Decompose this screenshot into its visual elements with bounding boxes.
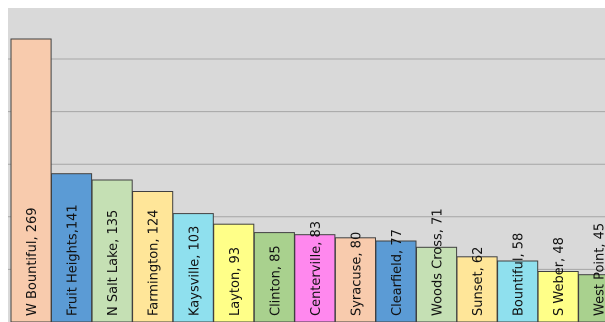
data-label: W Bountiful, 269 <box>25 207 40 316</box>
data-label: Sunset, 62 <box>471 247 486 316</box>
data-label: Fruit Heights,141 <box>66 204 81 316</box>
bar-n-salt-lake <box>91 179 133 322</box>
bar-west-point <box>578 274 605 322</box>
bar-woods-cross <box>416 246 458 322</box>
data-label: Syracuse, 80 <box>349 232 364 316</box>
data-labels: W Bountiful, 269 Fruit Heights,141 N Salt … <box>25 204 605 316</box>
bar-fruit-heights <box>51 173 93 322</box>
bar-layton <box>213 223 255 322</box>
bar-kaysville <box>172 213 214 322</box>
data-label: Bountiful, 58 <box>512 233 527 316</box>
data-label: Layton, 93 <box>228 247 243 316</box>
bar-clinton <box>253 232 295 322</box>
bar-farmington <box>132 191 174 322</box>
data-label: N Salt Lake, 135 <box>106 210 121 316</box>
data-label: S Weber, 48 <box>552 237 567 316</box>
data-label: Clearfield, 77 <box>390 229 405 316</box>
data-label: Woods Cross, 71 <box>431 208 446 316</box>
bar-s-weber <box>537 271 579 322</box>
data-label: Clinton, 85 <box>268 245 283 316</box>
bar-centerville <box>294 234 336 322</box>
bar-bountiful <box>497 260 539 322</box>
data-label: Kaysville, 103 <box>187 226 202 316</box>
bar-w-bountiful <box>10 38 52 322</box>
data-label: West Point, 45 <box>593 223 605 316</box>
data-label: Farmington, 124 <box>147 209 162 316</box>
data-label: Centerville, 83 <box>309 221 324 316</box>
bar-syracuse <box>334 237 376 322</box>
bars <box>10 38 605 322</box>
